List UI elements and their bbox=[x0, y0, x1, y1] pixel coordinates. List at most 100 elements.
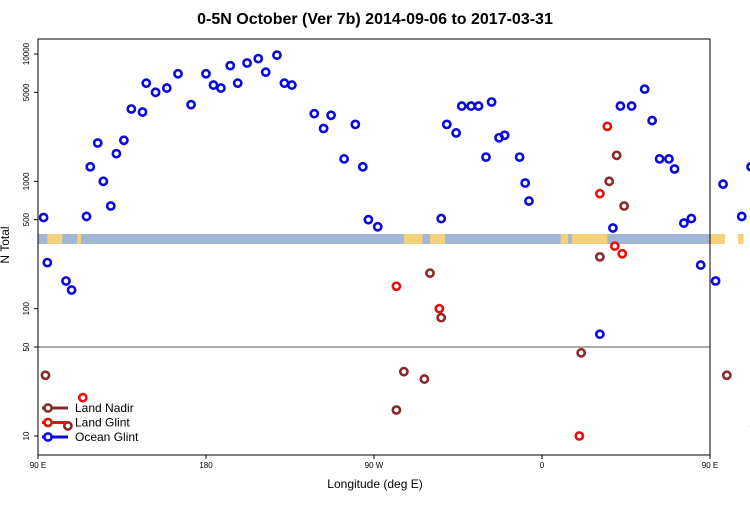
land-glint-point bbox=[609, 241, 620, 251]
land-glint-point bbox=[574, 431, 585, 441]
ocean-glint-point bbox=[647, 115, 658, 126]
x-tick-label: 90 E bbox=[702, 461, 718, 470]
ocean-glint-point bbox=[260, 67, 271, 78]
ocean-glint-point bbox=[615, 101, 626, 111]
land-glint-point bbox=[391, 281, 402, 292]
land-nadir-point bbox=[594, 252, 605, 262]
ocean-glint-point bbox=[318, 123, 329, 134]
ocean-glint-point bbox=[499, 130, 510, 141]
legend-land-glint-label: Land Glint bbox=[75, 416, 130, 430]
data-points bbox=[38, 50, 750, 441]
ocean-glint-point bbox=[363, 214, 374, 225]
ocean-glint-point bbox=[678, 218, 689, 228]
ocean-glint-point bbox=[639, 84, 650, 95]
ocean-glint-point bbox=[137, 107, 148, 117]
land-nadir-point bbox=[419, 374, 430, 384]
ocean-glint-point bbox=[466, 101, 476, 111]
ocean-glint-point bbox=[514, 152, 525, 162]
ocean-glint-point bbox=[38, 212, 49, 223]
ocean-glint-point bbox=[473, 101, 484, 111]
land-band bbox=[738, 234, 744, 244]
ocean-glint-point bbox=[92, 138, 103, 148]
ocean-glint-point bbox=[326, 110, 336, 121]
land-nadir-point bbox=[391, 405, 402, 415]
land-nadir-point bbox=[40, 370, 51, 381]
x-tick-label: 0 bbox=[540, 461, 545, 470]
ocean-glint-point bbox=[736, 211, 747, 222]
ocean-glint-point bbox=[150, 87, 161, 98]
land-band bbox=[77, 234, 81, 244]
ocean-glint-point bbox=[42, 257, 53, 268]
ocean-glint-point bbox=[608, 223, 618, 233]
ocean-glint-point bbox=[61, 276, 71, 286]
ocean-glint-point bbox=[66, 285, 77, 295]
land-band bbox=[47, 234, 63, 244]
x-tick-label: 90 W bbox=[365, 461, 384, 470]
plot-frame bbox=[37, 38, 711, 456]
legend-ocean-glint-marker bbox=[43, 432, 53, 442]
ocean-glint-point bbox=[286, 80, 297, 90]
ocean-glint-point bbox=[350, 119, 361, 130]
ocean-glint-point bbox=[253, 53, 264, 64]
land-nadir-point bbox=[604, 176, 615, 187]
y-tick-label: 1000 bbox=[22, 172, 31, 190]
ocean-glint-point bbox=[208, 80, 219, 90]
ocean-glint-point bbox=[173, 68, 183, 79]
y-axis-label: N Total bbox=[0, 226, 12, 263]
ocean-glint-point bbox=[118, 135, 129, 146]
ocean-glint-point bbox=[161, 83, 172, 93]
land-glint-point bbox=[594, 188, 605, 199]
y-axis: 10 50 100 500 1000 5000 10000 bbox=[22, 42, 38, 440]
legend-land-nadir-label: Land Nadir bbox=[75, 401, 134, 415]
legend-ocean-glint-label: Ocean Glint bbox=[75, 430, 139, 444]
ocean-glint-point bbox=[242, 58, 252, 68]
ocean-glint-point bbox=[486, 97, 497, 107]
land-glint-point bbox=[617, 248, 628, 259]
ocean-glint-point bbox=[710, 276, 721, 286]
ocean-glint-point bbox=[141, 78, 152, 89]
ocean-glint-point bbox=[126, 104, 137, 114]
ocean-glint-point bbox=[594, 329, 605, 340]
land-glint-point bbox=[77, 392, 88, 403]
land-band bbox=[430, 234, 445, 244]
x-axis: 90 E 180 90 W 0 90 E bbox=[30, 455, 718, 470]
ocean-glint-point bbox=[232, 78, 243, 89]
ocean-glint-point bbox=[626, 101, 637, 111]
ocean-band bbox=[38, 234, 710, 244]
ocean-glint-point bbox=[441, 119, 452, 130]
ocean-glint-point bbox=[98, 176, 109, 187]
land-band bbox=[560, 234, 569, 244]
ocean-glint-point bbox=[272, 50, 282, 61]
land-nadir-point bbox=[425, 268, 435, 279]
ocean-glint-point bbox=[436, 213, 447, 224]
y-tick-label: 500 bbox=[22, 212, 31, 226]
ocean-glint-point bbox=[201, 68, 211, 79]
ocean-glint-point bbox=[451, 128, 462, 138]
legend-land-nadir-marker bbox=[43, 403, 53, 413]
ocean-glint-point bbox=[225, 60, 236, 71]
ocean-glint-point bbox=[339, 154, 350, 164]
y-tick-label: 5000 bbox=[22, 83, 31, 101]
ocean-glint-point bbox=[309, 108, 320, 119]
land-nadir-point bbox=[611, 150, 622, 161]
ocean-glint-point bbox=[664, 154, 674, 164]
land-band bbox=[571, 234, 608, 244]
land-nadir-point bbox=[398, 366, 409, 377]
land-nadir-point bbox=[576, 347, 587, 358]
land-glint-point bbox=[434, 303, 445, 314]
y-tick-label: 10000 bbox=[22, 42, 31, 65]
land-band bbox=[403, 234, 423, 244]
ocean-glint-point bbox=[85, 161, 96, 172]
ocean-glint-point bbox=[669, 164, 680, 174]
ocean-glint-point bbox=[524, 196, 534, 206]
ocean-glint-point bbox=[456, 101, 467, 111]
legend-land-glint-marker bbox=[43, 417, 53, 428]
ocean-glint-point bbox=[654, 154, 665, 164]
ocean-glint-point bbox=[111, 148, 122, 159]
ocean-glint-point bbox=[105, 201, 116, 211]
ocean-glint-point bbox=[718, 179, 728, 190]
ocean-glint-point bbox=[81, 211, 92, 222]
